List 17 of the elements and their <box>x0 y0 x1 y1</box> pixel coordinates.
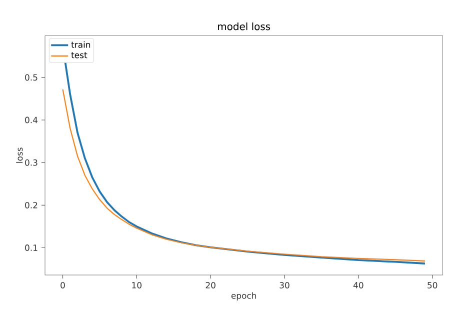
legend-label: test <box>71 52 88 58</box>
x-tick-label: 0 <box>60 282 65 288</box>
y-tick-label: 0.4 <box>25 116 38 124</box>
x-tick-label: 20 <box>206 282 216 288</box>
x-tick-label: 10 <box>132 282 142 288</box>
x-tick-label: 50 <box>428 282 438 288</box>
y-tick-label: 0.5 <box>25 74 38 81</box>
chart-title: model loss <box>218 22 270 30</box>
y-tick-label: 0.2 <box>25 202 38 208</box>
x-tick-label: 30 <box>280 282 290 288</box>
x-tick-label: 40 <box>353 282 364 288</box>
y-tick-label: 0.1 <box>25 244 38 251</box>
line-series <box>62 88 426 262</box>
x-axis-title: epoch <box>231 292 256 300</box>
y-axis-title: loss <box>16 148 23 163</box>
y-tick-label: 0.3 <box>25 159 38 166</box>
legend-label: train <box>71 41 90 48</box>
